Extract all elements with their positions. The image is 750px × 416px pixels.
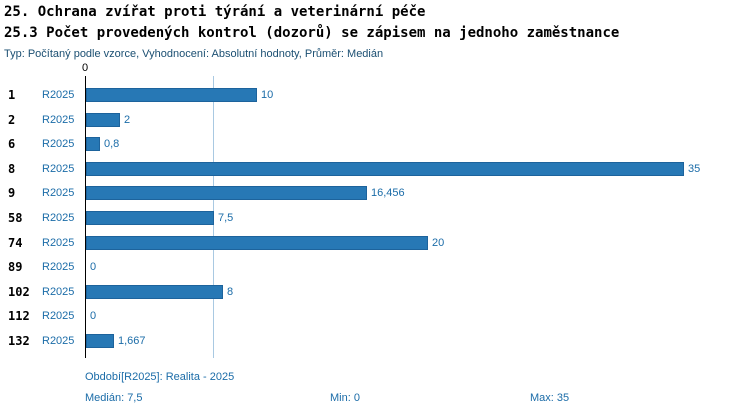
footer-period: Období[R2025]: Realita - 2025 — [85, 371, 235, 383]
category-label: 89 — [8, 260, 23, 275]
value-label: 2 — [124, 113, 131, 126]
bar — [86, 235, 428, 250]
page-title: 25. Ochrana zvířat proti týrání a veteri… — [4, 4, 426, 20]
series-label: R2025 — [42, 113, 75, 126]
category-label: 132 — [8, 334, 30, 348]
value-label: 0 — [90, 310, 97, 323]
bar — [86, 88, 257, 102]
value-label: 0,8 — [104, 138, 120, 151]
category-label: 2 — [8, 112, 16, 127]
x-axis-zero-tick: 0 — [81, 62, 89, 74]
bar — [86, 211, 214, 225]
category-label: 1 — [8, 88, 16, 102]
bar — [86, 186, 367, 201]
bar — [86, 161, 684, 176]
series-label: R2025 — [42, 212, 75, 224]
bar — [86, 112, 120, 127]
value-label: 7,5 — [218, 212, 234, 224]
chart-subtitle: Typ: Počítaný podle vzorce, Vyhodnocení:… — [4, 48, 384, 60]
footer-min: Min: 0 — [330, 392, 360, 404]
category-label: 102 — [8, 284, 30, 299]
value-label: 0 — [90, 261, 97, 274]
series-label: R2025 — [42, 285, 75, 298]
footer-max: Max: 35 — [530, 392, 570, 404]
category-label: 8 — [8, 161, 16, 176]
bar — [86, 137, 100, 152]
series-label: R2025 — [42, 138, 75, 151]
bar — [86, 334, 114, 348]
value-label: 20 — [432, 236, 445, 249]
series-label: R2025 — [42, 261, 75, 274]
category-label: 74 — [8, 235, 23, 250]
value-label: 1,667 — [118, 335, 146, 347]
chart-title: 25.3 Počet provedených kontrol (dozorů) … — [4, 25, 620, 41]
series-label: R2025 — [42, 89, 75, 101]
bar — [86, 284, 223, 299]
series-label: R2025 — [42, 310, 75, 323]
series-label: R2025 — [42, 236, 75, 249]
category-label: 6 — [8, 137, 16, 152]
value-label: 35 — [688, 162, 701, 175]
category-label: 9 — [8, 186, 16, 201]
footer-median: Medián: 7,5 — [85, 392, 143, 404]
series-label: R2025 — [42, 162, 75, 175]
category-label: 112 — [8, 309, 30, 324]
value-label: 10 — [261, 89, 274, 101]
value-label: 16,456 — [371, 187, 405, 200]
series-label: R2025 — [42, 187, 75, 200]
y-axis-line — [85, 76, 86, 358]
value-label: 8 — [227, 285, 234, 298]
category-label: 58 — [8, 211, 23, 225]
series-label: R2025 — [42, 335, 75, 347]
